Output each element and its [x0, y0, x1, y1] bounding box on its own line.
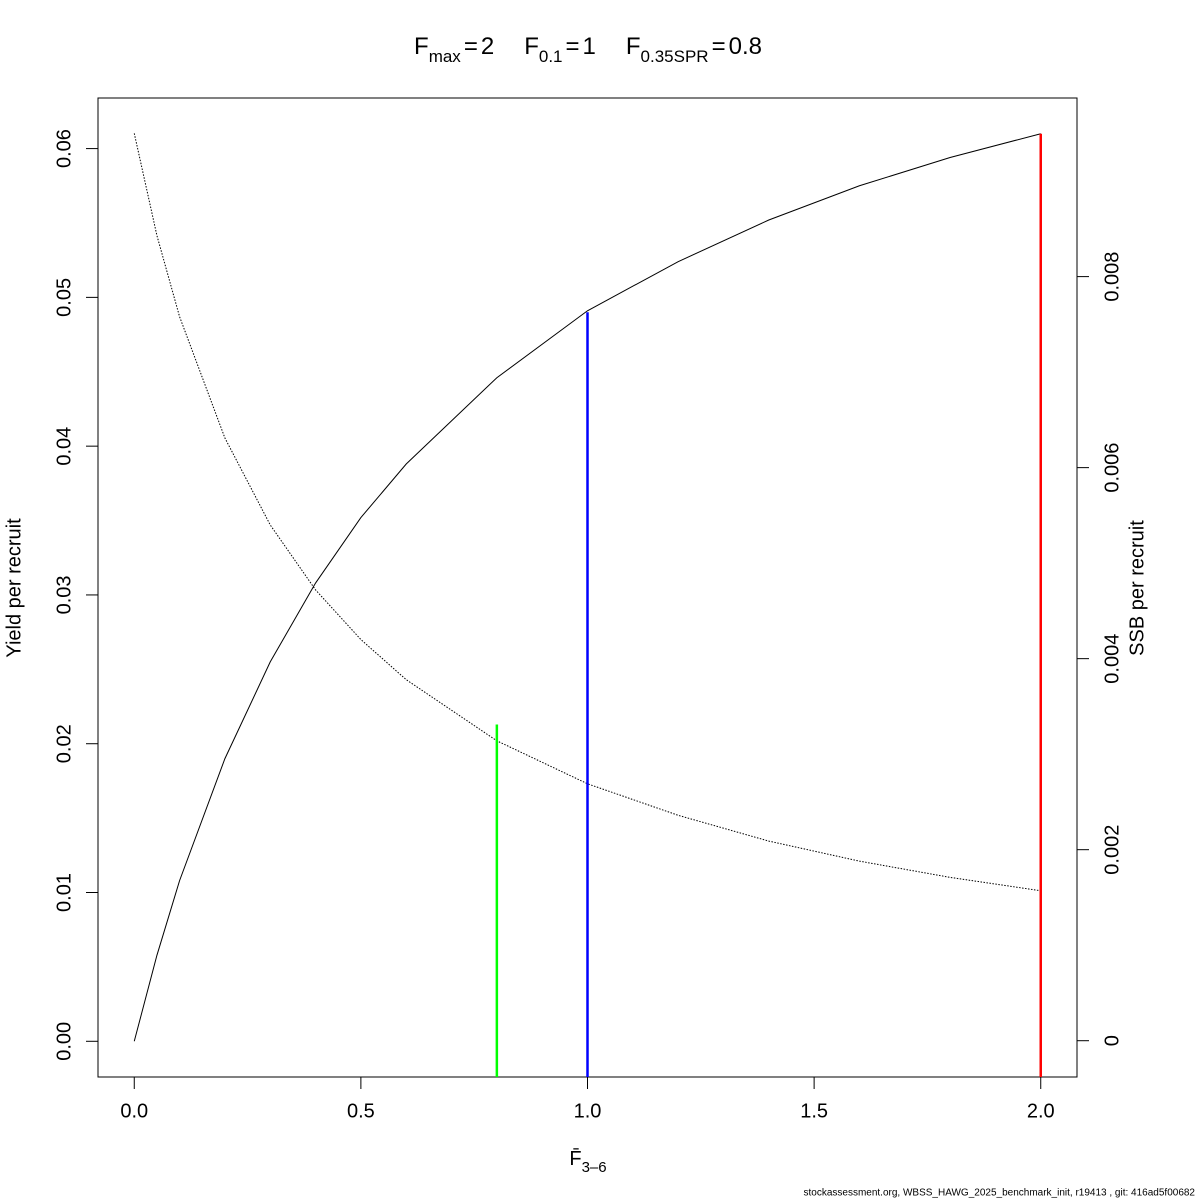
title-subscript: 0.35SPR	[641, 47, 709, 66]
title-relation: =	[712, 33, 726, 60]
title-value: 2	[481, 33, 494, 60]
x-tick-label: 0.5	[347, 1100, 375, 1122]
series-line	[133, 133, 1041, 892]
title-symbol: F	[626, 33, 641, 60]
y2-tick-label: 0.002	[1101, 825, 1123, 875]
x-label-symbol: F̄	[569, 1147, 581, 1170]
x-tick-label: 0.0	[120, 1100, 148, 1122]
x-tick-label: 1.5	[800, 1100, 828, 1122]
y-tick-label: 0.05	[53, 278, 75, 317]
y-tick-label: 0.00	[53, 1022, 75, 1061]
footer: stockassessment.org, WBSS_HAWG_2025_benc…	[803, 1188, 1195, 1199]
y-axis-label: Yield per recruit	[3, 518, 25, 658]
y-tick-label: 0.06	[53, 129, 75, 168]
y-tick-label: 0.04	[53, 427, 75, 466]
title-value: 1	[583, 33, 596, 60]
y2-axis-label: SSB per recruit	[1126, 520, 1148, 656]
y-tick-label: 0.02	[53, 724, 75, 763]
title-symbol: F	[414, 33, 429, 60]
x-label-subscript: 3–6	[582, 1159, 607, 1176]
title-subscript: 0.1	[539, 47, 563, 66]
series-line	[133, 133, 1041, 1042]
title-subscript: max	[429, 47, 462, 66]
y2-tick-label: 0.008	[1101, 252, 1123, 302]
title-value: 0.8	[729, 33, 762, 60]
x-tick-label: 1.0	[574, 1100, 602, 1122]
title-relation: =	[464, 33, 478, 60]
y2-tick-label: 0.006	[1101, 443, 1123, 493]
y-tick-label: 0.01	[53, 873, 75, 912]
y2-tick-label: 0.004	[1101, 634, 1123, 684]
title-symbol: F	[524, 33, 539, 60]
y-tick-label: 0.03	[53, 575, 75, 614]
x-tick-label: 2.0	[1027, 1100, 1055, 1122]
title-relation: =	[566, 33, 580, 60]
x-axis-label: F̄3–6	[569, 1147, 606, 1176]
chart-title: Fmax = 2 F0.1 = 1 F0.35SPR = 0.8	[414, 33, 762, 66]
y2-tick-label: 0	[1101, 1035, 1123, 1046]
